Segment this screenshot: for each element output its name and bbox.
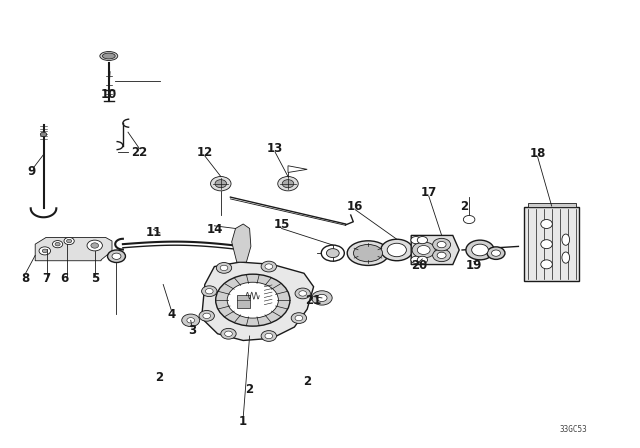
Circle shape — [265, 333, 273, 339]
Text: 21: 21 — [305, 293, 322, 307]
Bar — [525, 207, 579, 281]
Circle shape — [221, 328, 236, 339]
Ellipse shape — [347, 241, 389, 265]
Bar — [237, 295, 250, 308]
Text: 13: 13 — [267, 142, 284, 155]
Circle shape — [295, 288, 310, 299]
Text: 14: 14 — [206, 223, 223, 236]
Circle shape — [412, 242, 435, 258]
Text: 16: 16 — [347, 199, 364, 213]
Text: 10: 10 — [100, 87, 117, 101]
Text: 2: 2 — [155, 370, 163, 384]
Circle shape — [411, 237, 421, 244]
Circle shape — [472, 244, 488, 256]
Circle shape — [227, 282, 278, 318]
Circle shape — [39, 247, 51, 255]
Circle shape — [216, 263, 232, 273]
Circle shape — [417, 237, 428, 244]
Circle shape — [67, 239, 72, 243]
Text: 1: 1 — [239, 414, 247, 428]
Text: 2: 2 — [461, 199, 468, 213]
Circle shape — [463, 215, 475, 224]
Circle shape — [112, 253, 121, 259]
Circle shape — [433, 238, 451, 251]
Text: 2: 2 — [303, 375, 311, 388]
Circle shape — [466, 240, 494, 260]
Circle shape — [295, 315, 303, 321]
Text: 19: 19 — [465, 258, 482, 272]
Circle shape — [411, 256, 421, 263]
Circle shape — [203, 313, 211, 319]
Ellipse shape — [541, 220, 552, 228]
Ellipse shape — [381, 239, 413, 261]
Circle shape — [291, 313, 307, 323]
Ellipse shape — [102, 53, 115, 59]
Ellipse shape — [353, 245, 383, 262]
Text: 2: 2 — [246, 383, 253, 396]
Text: 5: 5 — [91, 272, 99, 285]
Circle shape — [417, 256, 428, 263]
Circle shape — [211, 177, 231, 191]
Circle shape — [299, 291, 307, 296]
Circle shape — [265, 264, 273, 269]
Text: 18: 18 — [529, 146, 546, 160]
Circle shape — [437, 241, 446, 248]
Text: 11: 11 — [145, 226, 162, 240]
Circle shape — [220, 265, 228, 271]
Circle shape — [199, 310, 214, 321]
Text: 33GC53: 33GC53 — [560, 425, 588, 434]
Circle shape — [278, 177, 298, 191]
Circle shape — [312, 291, 332, 305]
Circle shape — [487, 247, 505, 259]
Text: 20: 20 — [411, 258, 428, 272]
Text: 15: 15 — [273, 218, 290, 232]
Circle shape — [216, 274, 290, 326]
Circle shape — [321, 245, 344, 261]
Circle shape — [282, 180, 294, 188]
Text: 17: 17 — [420, 186, 437, 199]
Ellipse shape — [541, 240, 552, 249]
Text: 8: 8 — [22, 272, 29, 285]
Circle shape — [55, 242, 60, 246]
Circle shape — [205, 289, 213, 294]
Circle shape — [202, 286, 217, 297]
Polygon shape — [288, 166, 307, 172]
Circle shape — [91, 243, 99, 248]
Polygon shape — [412, 235, 460, 264]
Text: 3: 3 — [188, 324, 196, 337]
Circle shape — [417, 246, 430, 254]
Text: 6: 6 — [60, 272, 68, 285]
Circle shape — [182, 314, 200, 327]
Circle shape — [437, 252, 446, 258]
Circle shape — [40, 132, 47, 137]
Bar — [528, 202, 576, 207]
Circle shape — [215, 180, 227, 188]
Ellipse shape — [562, 252, 570, 263]
Circle shape — [317, 294, 327, 302]
Circle shape — [492, 250, 500, 256]
Ellipse shape — [100, 52, 118, 60]
Circle shape — [261, 331, 276, 341]
Circle shape — [326, 249, 339, 258]
Polygon shape — [202, 262, 314, 340]
Ellipse shape — [562, 234, 570, 245]
Circle shape — [261, 261, 276, 272]
Text: 4: 4 — [168, 308, 175, 321]
Circle shape — [52, 241, 63, 248]
Ellipse shape — [541, 260, 552, 269]
Polygon shape — [35, 237, 112, 261]
Ellipse shape — [387, 243, 406, 257]
Text: 9: 9 — [28, 164, 36, 178]
Text: 22: 22 — [131, 146, 148, 159]
Circle shape — [225, 331, 232, 336]
Polygon shape — [232, 224, 251, 262]
Text: 7: 7 — [42, 272, 50, 285]
Circle shape — [108, 250, 125, 263]
Circle shape — [87, 240, 102, 251]
Circle shape — [187, 318, 195, 323]
Circle shape — [433, 249, 451, 262]
Circle shape — [64, 237, 74, 245]
Circle shape — [42, 249, 47, 253]
Text: 12: 12 — [196, 146, 213, 159]
